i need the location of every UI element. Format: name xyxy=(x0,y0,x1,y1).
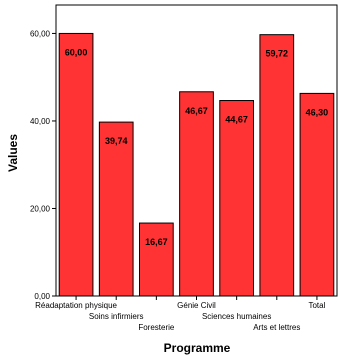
x-tick-label: Sciences humaines xyxy=(202,312,271,321)
x-tick-label: Foresterie xyxy=(138,323,175,332)
bar xyxy=(179,91,214,297)
y-tick-label: 20,00 xyxy=(30,204,51,213)
bar-value-label: 39,74 xyxy=(105,136,128,146)
x-tick-label: Réadaptation physique xyxy=(35,301,117,310)
x-axis: Réadaptation physique Soins infirmiers For… xyxy=(35,296,326,332)
y-tick-label: 60,00 xyxy=(30,29,51,38)
bar-value-label: 60,00 xyxy=(65,47,88,57)
bar xyxy=(299,92,335,297)
x-axis-title: Programme xyxy=(164,341,231,355)
y-tick-label: 40,00 xyxy=(30,117,51,126)
bar-value-label: 59,72 xyxy=(266,49,289,59)
bar xyxy=(138,222,174,297)
y-axis: 0,00 20,00 40,00 60,00 xyxy=(30,29,56,301)
bar-value-label: 46,30 xyxy=(306,107,329,117)
y-tick-label: 0,00 xyxy=(34,292,50,301)
bar xyxy=(259,34,295,297)
x-tick-label: Total xyxy=(308,301,325,310)
bar xyxy=(58,32,94,297)
x-tick-label: Soins infirmiers xyxy=(89,312,144,321)
bar-value-label: 44,67 xyxy=(225,115,248,125)
bar xyxy=(219,100,255,297)
bar-value-label: 46,67 xyxy=(185,106,208,116)
bars-layer: 60,00 39,74 16,67 46,67 44,67 59,72 46,30 xyxy=(58,32,335,297)
x-tick-label: Arts et lettres xyxy=(253,323,300,332)
bar xyxy=(98,121,134,297)
y-axis-title: Values xyxy=(6,134,20,172)
x-tick-label: Génie Civil xyxy=(177,301,216,310)
bar-value-label: 16,67 xyxy=(145,237,168,247)
